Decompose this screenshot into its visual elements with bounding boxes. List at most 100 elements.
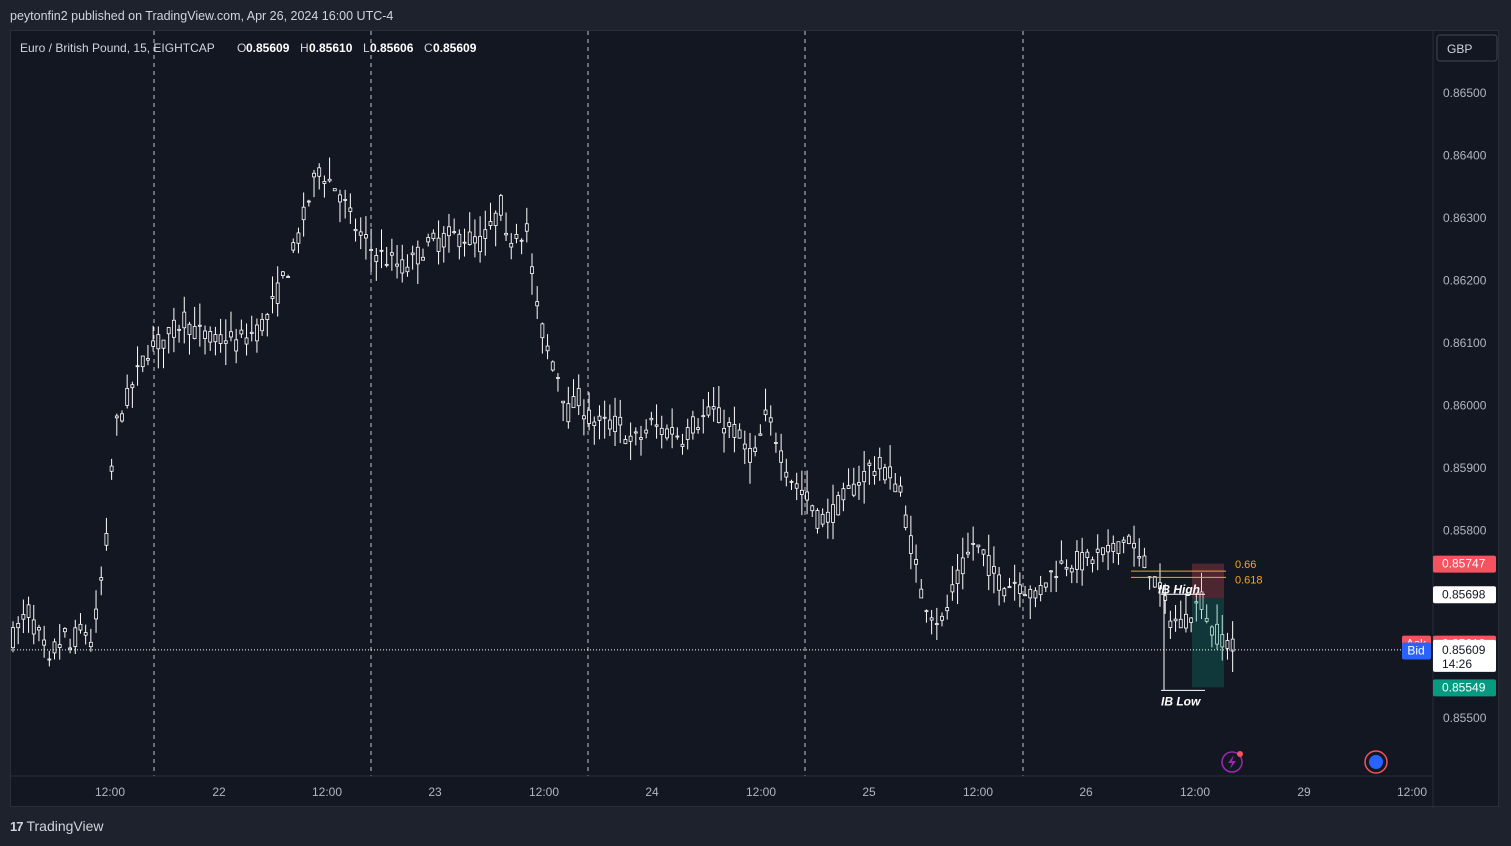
candle-body xyxy=(229,331,233,338)
time-scale[interactable]: 12:00 22 12:00 23 12:00 24 12:00 25 12:00 26 12:00… xyxy=(95,785,1427,799)
candle-body xyxy=(223,340,228,344)
candle-body xyxy=(452,231,457,234)
drawing-overlays[interactable]: 0.66 0.618 IB High IB Low xyxy=(1131,559,1263,708)
candle-body xyxy=(498,195,503,216)
candle-body xyxy=(992,565,996,574)
time-tick-label: 23 xyxy=(428,785,442,799)
candle-body xyxy=(862,470,867,483)
publish-info: peytonfin2 published on TradingView.com,… xyxy=(10,9,394,23)
candle-body xyxy=(649,417,654,421)
candle-body xyxy=(986,555,991,576)
candle-body xyxy=(1023,594,1027,597)
candle-body xyxy=(955,569,960,584)
candle-body xyxy=(556,377,560,379)
currency-button[interactable]: GBP xyxy=(1436,34,1498,62)
candle-body xyxy=(1173,618,1178,622)
candle-body xyxy=(898,485,903,493)
candle-body xyxy=(945,607,950,612)
candle-body xyxy=(1132,542,1136,549)
candle-body xyxy=(867,462,872,466)
candle-body xyxy=(94,608,98,620)
candle-body xyxy=(203,330,207,339)
candle-body xyxy=(156,334,161,350)
candle-body xyxy=(26,604,31,618)
candle-body xyxy=(52,641,57,654)
candle-body xyxy=(597,415,602,421)
candle-body xyxy=(332,188,337,192)
candle-body xyxy=(639,437,643,440)
candle-body xyxy=(1085,551,1090,558)
candle-body xyxy=(1007,586,1012,589)
candle-body xyxy=(78,623,83,631)
candle-body xyxy=(436,237,441,252)
candle-body xyxy=(358,231,363,236)
candle-body xyxy=(670,427,675,435)
candle-body xyxy=(727,422,732,427)
price-tag-label: Bid xyxy=(1407,644,1424,658)
time-tick-label: 12:00 xyxy=(1180,785,1210,799)
candle-body xyxy=(774,441,778,444)
price-label-box xyxy=(1433,586,1496,604)
legend-close-value: 0.85609 xyxy=(433,41,477,55)
candle-body xyxy=(47,658,52,661)
candle-body xyxy=(929,617,934,621)
candle-body xyxy=(182,311,187,329)
candle-body xyxy=(42,639,47,646)
candle-body xyxy=(1090,559,1095,564)
candle-body xyxy=(971,543,976,545)
currency-button-frame[interactable] xyxy=(1436,34,1498,62)
time-tick-label: 12:00 xyxy=(1397,785,1427,799)
candle-body xyxy=(997,574,1001,591)
candle-body xyxy=(940,615,944,621)
candle-body xyxy=(447,226,451,237)
candle-body xyxy=(364,234,368,239)
time-tick-label: 22 xyxy=(212,785,226,799)
candle-body xyxy=(633,431,638,434)
candle-body xyxy=(644,429,649,434)
fib-label-066: 0.66 xyxy=(1235,559,1256,571)
price-tick-label: 0.85900 xyxy=(1443,461,1487,475)
price-chart[interactable]: 0.66 0.618 IB High IB Low Euro / British Po… xyxy=(11,31,1500,808)
candle-body xyxy=(187,323,192,335)
lightning-icon[interactable] xyxy=(1221,751,1243,773)
candle-body xyxy=(151,340,156,347)
candle-body xyxy=(1080,552,1085,571)
candle-body xyxy=(1106,545,1110,553)
candle-body xyxy=(405,266,410,273)
candle-body xyxy=(722,428,726,434)
candle-body xyxy=(21,614,26,620)
candle-body xyxy=(566,403,571,423)
time-tick-label: 29 xyxy=(1297,785,1311,799)
candle-body xyxy=(1209,626,1214,636)
candle-body xyxy=(280,271,285,276)
globe-icon[interactable] xyxy=(1364,750,1388,774)
price-scale[interactable]: 0.86500 0.86400 0.86300 0.86200 0.86100 0.860… xyxy=(1443,86,1487,725)
candle-body xyxy=(275,282,280,304)
tradingview-logo[interactable]: 17 TradingView xyxy=(10,818,104,834)
candle-body xyxy=(779,450,784,463)
candle-body xyxy=(607,419,612,430)
currency-label[interactable]: GBP xyxy=(1447,42,1472,56)
candle-body xyxy=(384,263,389,266)
candle-body xyxy=(234,339,239,352)
price-label-box xyxy=(1433,679,1496,697)
candle-body xyxy=(260,318,265,332)
candle-body xyxy=(104,532,109,546)
candle-body xyxy=(125,387,130,406)
time-tick-label: 12:00 xyxy=(746,785,776,799)
chart-frame[interactable]: 0.66 0.618 IB High IB Low Euro / British Po… xyxy=(10,30,1500,808)
candle-body xyxy=(1049,570,1053,573)
lightning-icon-dot xyxy=(1237,751,1243,757)
candle-body xyxy=(441,232,446,248)
legend-open-label: O xyxy=(237,41,246,55)
candle-body xyxy=(312,172,316,178)
time-tick-label: 25 xyxy=(862,785,876,799)
candle-body xyxy=(343,199,348,201)
legend-low-label: L xyxy=(363,41,370,55)
price-tick-label: 0.85500 xyxy=(1443,711,1487,725)
candle-body xyxy=(535,301,540,307)
candle-body xyxy=(1142,555,1147,569)
candle-body xyxy=(57,644,62,648)
candle-body xyxy=(457,233,462,248)
candle-body xyxy=(286,276,290,278)
